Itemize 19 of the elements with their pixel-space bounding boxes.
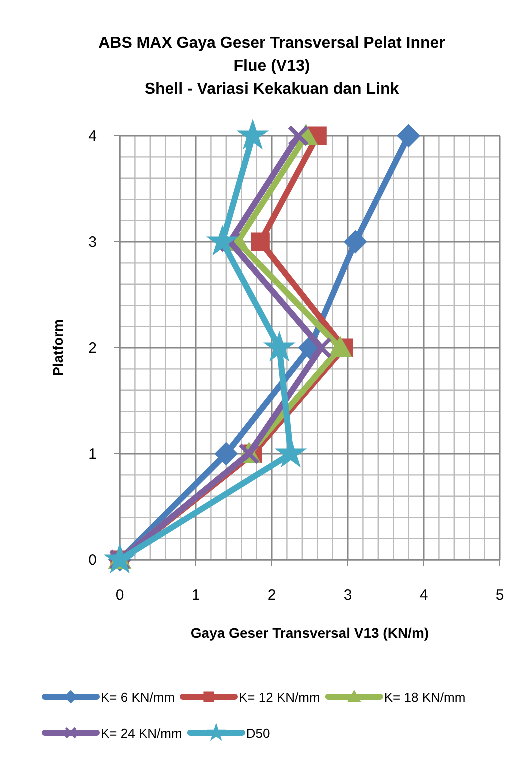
x-tick-label: 1 xyxy=(192,587,200,604)
y-axis-title: Platform xyxy=(50,320,66,376)
y-tick-label: 2 xyxy=(88,340,97,357)
x-tick-label: 0 xyxy=(116,587,124,604)
legend-label: K= 12 KN/mm xyxy=(239,690,320,705)
y-tick-label: 1 xyxy=(88,446,97,463)
x-tick-label: 5 xyxy=(496,587,504,604)
y-tick-label: 3 xyxy=(88,234,97,251)
y-tick-label: 4 xyxy=(88,128,97,145)
x-tick-label: 4 xyxy=(420,587,428,604)
legend-label: D50 xyxy=(246,726,270,741)
x-axis-title: Gaya Geser Transversal V13 (KN/m) xyxy=(190,625,430,641)
x-tick-label: 2 xyxy=(268,587,276,604)
legend-label: K= 18 KN/mm xyxy=(384,690,466,705)
chart-title: ABS MAX Gaya Geser Transversal Pelat Inner Flue (V13) Shell - Variasi Kekakuan dan Link xyxy=(98,35,446,98)
legend-label: K= 24 KN/mm xyxy=(101,726,182,741)
y-tick-label: 0 xyxy=(88,552,97,569)
x-tick-label: 3 xyxy=(344,587,352,604)
legend-label: K= 6 KN/mm xyxy=(101,690,176,705)
